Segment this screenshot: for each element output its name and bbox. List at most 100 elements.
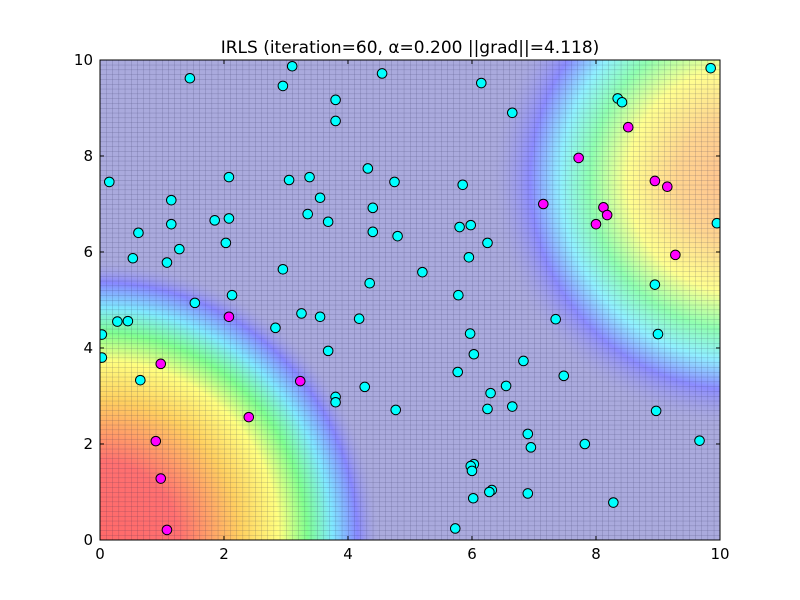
point-class-b-15 [161,524,173,536]
point-class-a-37 [463,251,475,263]
y-tick-label-5: 10 [74,51,93,69]
point-class-b-11 [294,375,306,387]
point-class-a-19 [314,192,326,204]
point-class-a-41 [649,279,661,290]
point-class-a-11 [104,176,115,188]
point-class-b-10 [155,358,167,370]
mesh-grid [100,60,720,540]
point-class-a-72 [525,442,537,453]
point-class-b-9 [223,311,235,323]
point-class-a-82 [608,497,619,508]
point-class-a-16 [389,176,400,188]
point-class-a-36 [161,257,173,268]
point-class-a-6 [330,94,341,106]
y-tick-label-0: 0 [83,531,93,549]
point-class-a-13 [283,174,295,186]
point-class-a-31 [482,237,493,249]
point-class-a-29 [454,221,465,233]
point-class-a-68 [482,403,493,415]
point-class-a-80 [522,488,534,499]
y-tick-label-2: 4 [83,339,93,357]
x-tick-label-3: 6 [467,545,477,563]
x-tick-label-4: 8 [591,545,601,563]
point-class-a-48 [314,311,326,323]
point-class-a-70 [650,405,662,417]
point-class-a-20 [367,202,379,214]
point-class-a-21 [209,215,220,226]
point-class-a-52 [100,329,108,340]
point-class-a-54 [652,328,664,340]
point-class-a-7 [330,115,341,127]
point-class-a-17 [457,179,469,191]
point-class-a-40 [364,277,376,289]
point-class-a-18 [166,194,177,206]
point-class-a-34 [174,243,185,255]
point-class-a-27 [367,226,379,238]
point-class-a-38 [277,263,289,275]
point-class-a-62 [359,381,371,393]
point-class-a-57 [100,352,108,363]
x-tick-label-5: 10 [710,545,729,563]
point-class-b-13 [150,435,162,447]
point-class-a-15 [362,163,374,174]
point-class-a-44 [189,297,201,309]
point-class-a-26 [133,227,144,239]
point-class-a-53 [464,328,476,339]
point-class-a-67 [390,404,402,416]
point-class-a-49 [353,313,365,325]
point-class-a-79 [484,486,495,498]
point-class-a-35 [127,252,139,264]
point-class-a-32 [711,217,720,229]
point-class-a-2 [277,80,289,92]
chart-title: IRLS (iteration=60, α=0.200 ||grad||=4.1… [221,38,600,58]
point-class-b-14 [155,473,167,484]
point-class-a-45 [112,316,123,327]
point-class-a-61 [135,374,146,386]
x-tick-label-0: 0 [95,545,105,563]
point-class-a-66 [330,396,341,408]
point-class-a-55 [322,345,334,357]
scatter-points [100,60,720,536]
point-class-a-23 [302,208,314,220]
point-class-b-8 [670,249,681,261]
point-class-a-4 [476,77,487,89]
point-class-a-30 [465,219,477,231]
point-class-a-5 [705,62,717,74]
point-class-a-59 [452,366,464,378]
point-class-a-28 [392,230,403,242]
point-class-a-43 [453,289,464,301]
point-class-a-24 [322,216,334,228]
y-tick-label-4: 8 [83,147,93,165]
point-class-a-46 [122,315,134,327]
point-class-a-14 [304,171,315,183]
plot-area [100,60,720,540]
plot-frame [99,59,721,541]
y-tick-label-1: 2 [83,435,93,453]
point-class-a-56 [468,348,480,360]
point-class-a-1 [286,60,298,72]
point-class-b-0 [622,121,634,133]
point-class-a-10 [616,96,628,108]
point-class-a-0 [184,72,196,84]
point-class-b-12 [243,411,255,423]
point-class-a-58 [518,355,529,367]
point-class-a-8 [507,107,518,119]
point-class-a-22 [223,213,235,224]
point-class-b-7 [590,218,602,230]
point-class-a-33 [220,237,232,249]
y-tick-label-3: 6 [83,243,93,261]
point-class-b-2 [649,175,661,187]
x-tick-label-2: 4 [343,545,353,563]
point-class-b-1 [573,152,584,164]
point-class-a-39 [417,266,428,278]
point-class-b-6 [601,209,613,221]
point-class-a-25 [166,218,177,230]
point-class-a-74 [694,435,705,446]
point-class-a-73 [579,438,591,450]
point-class-a-3 [376,68,388,79]
point-class-a-60 [558,370,570,382]
point-class-b-3 [662,181,673,193]
point-class-a-83 [449,523,461,534]
point-class-b-4 [538,198,549,210]
